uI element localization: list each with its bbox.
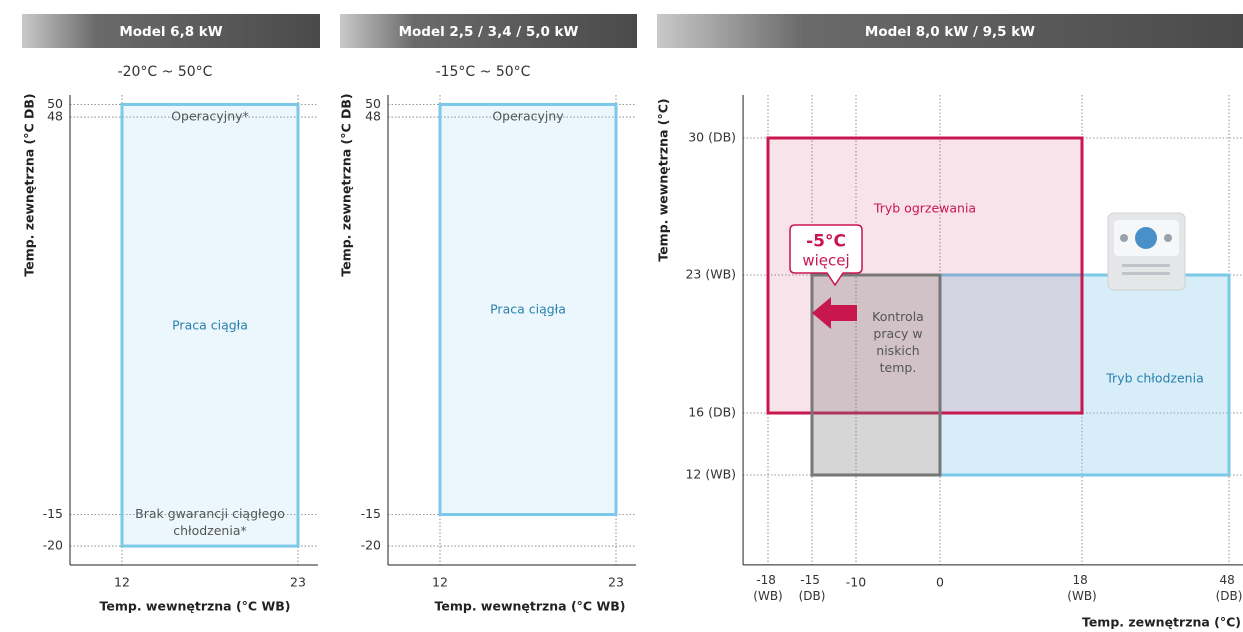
region (438, 102, 618, 517)
subtitle: -15°C ~ 50°C (436, 64, 531, 80)
x-tick-label: 23 (608, 575, 624, 590)
x-tick-label: 12 (432, 575, 448, 590)
y-tick-label: 23 (WB) (685, 267, 736, 282)
x-tick-label-part: 18 (1072, 572, 1091, 586)
annotation: Operacyjny (492, 108, 564, 124)
x-tick-label-part: (WB) (753, 588, 782, 602)
x-tick-label: 0 (936, 574, 944, 589)
chart-title: Model 6,8 kW (119, 24, 222, 40)
y-tick-label: 12 (WB) (685, 467, 736, 482)
chart-title: Model 8,0 kW / 9,5 kW (865, 24, 1035, 40)
x-tick-label: 12 (114, 575, 130, 590)
x-tick-label-part: 48 (1219, 572, 1238, 586)
x-tick-label: 23 (290, 575, 306, 590)
x-axis-label: Temp. wewnętrzna (°C WB) (100, 599, 291, 614)
region-label: Tryb chłodzenia (1106, 370, 1204, 386)
callout (789, 224, 863, 329)
x-tick-label: 18 (WB) (1067, 572, 1096, 602)
x-tick-label-part: -18 (756, 572, 779, 586)
annotation: Brak gwarancji ciągłego chłodzenia* (135, 506, 285, 538)
y-tick-label: 50 (365, 96, 381, 111)
x-axis-label: Temp. zewnętrzna (°C) (1082, 615, 1241, 630)
annotation: -5°C (806, 231, 846, 252)
y-tick-label: -15 (361, 506, 381, 521)
region-label: Praca ciągła (490, 301, 566, 317)
y-tick-label: 48 (47, 109, 63, 124)
annotation: Operacyjny* (171, 108, 249, 124)
x-tick-label-part: (DB) (799, 588, 826, 602)
x-tick-label: -18 (WB) (753, 572, 782, 602)
x-tick-label-part: -15 (800, 572, 823, 586)
region-label: Tryb ogrzewania (873, 200, 977, 216)
region-label: Kontrola pracy w niskich temp. (872, 309, 924, 375)
annotation: więcej (802, 251, 850, 270)
y-tick-label: 16 (DB) (688, 405, 736, 420)
chart-title: Model 2,5 / 3,4 / 5,0 kW (399, 24, 579, 40)
remote-icon (1107, 212, 1186, 291)
header-bar (340, 14, 637, 48)
y-axis-label: Temp. zewnętrzna (°C DB) (22, 93, 37, 276)
region (120, 102, 300, 548)
region (938, 273, 1231, 477)
y-tick-label: -20 (43, 538, 63, 553)
y-axis-label: Temp. zewnętrzna (°C DB) (339, 93, 354, 276)
region-label: Praca ciągła (172, 317, 248, 333)
x-tick-label: 48 (DB) (1216, 572, 1243, 602)
x-axis-label: Temp. wewnętrzna (°C WB) (435, 599, 626, 614)
x-tick-label-part: (DB) (1216, 588, 1243, 602)
x-tick-label-part: (WB) (1067, 588, 1096, 602)
x-tick-label: -15 (DB) (799, 572, 826, 602)
y-tick-label: 48 (365, 109, 381, 124)
header-bar (657, 14, 1243, 48)
y-tick-label: 50 (47, 96, 63, 111)
y-axis-label: Temp. wewnętrzna (°C) (656, 98, 671, 261)
header-bar (22, 14, 320, 48)
y-tick-label: -20 (361, 538, 381, 553)
y-tick-label: 30 (DB) (688, 130, 736, 145)
y-tick-label: -15 (43, 506, 63, 521)
x-tick-label: -10 (846, 574, 866, 589)
subtitle: -20°C ~ 50°C (118, 64, 213, 80)
